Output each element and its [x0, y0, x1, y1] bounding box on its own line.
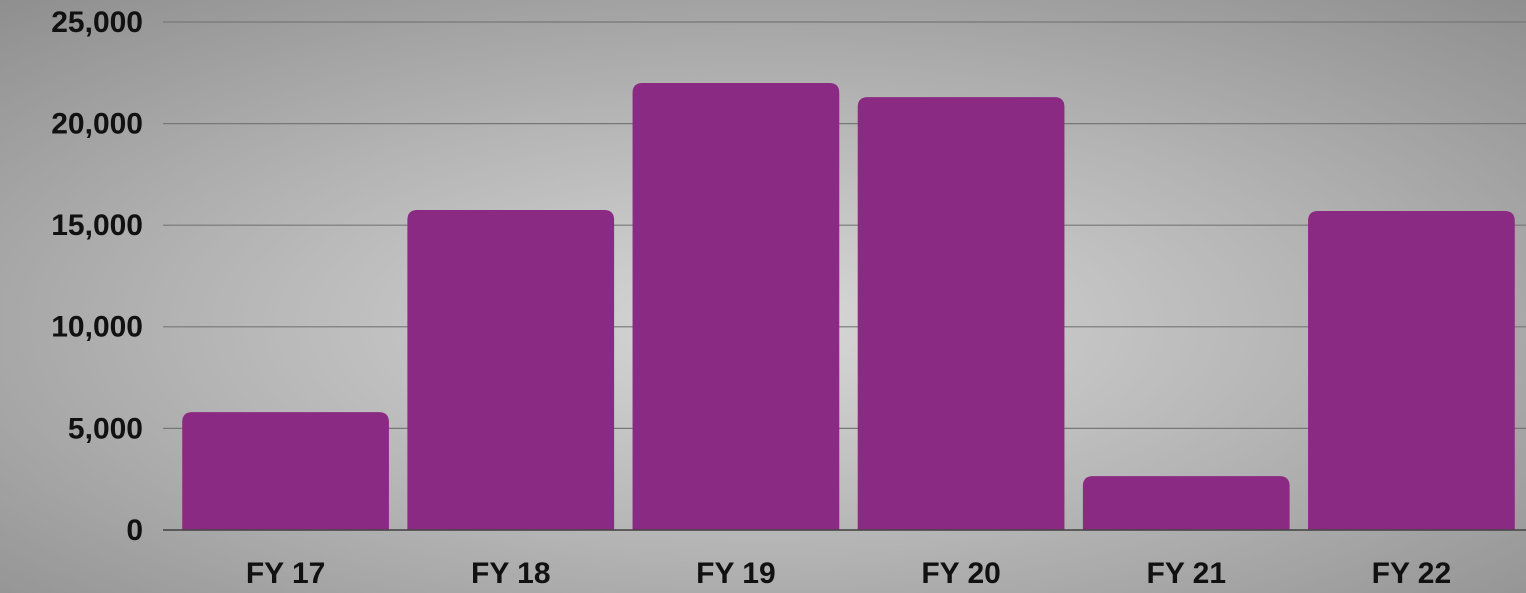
bar [1082, 476, 1290, 530]
bar [1308, 210, 1515, 530]
x-tick-label: FY 17 [246, 557, 326, 590]
y-tick-label: 20,000 [51, 108, 143, 141]
y-tick-label: 0 [126, 514, 143, 547]
x-tick-label: FY 20 [921, 557, 1001, 590]
bar [857, 97, 1065, 531]
y-tick-label: 5,000 [68, 412, 143, 445]
x-tick-label: FY 21 [1147, 557, 1227, 590]
y-tick-label: 15,000 [51, 209, 143, 242]
bar [407, 209, 615, 530]
bar [182, 412, 389, 530]
y-tick-label: 10,000 [51, 311, 143, 344]
x-tick-label: FY 19 [696, 557, 776, 590]
y-tick-label: 25,000 [51, 6, 143, 39]
x-tick-label: FY 22 [1372, 557, 1452, 590]
bar [632, 82, 840, 531]
x-tick-label: FY 18 [471, 557, 551, 590]
